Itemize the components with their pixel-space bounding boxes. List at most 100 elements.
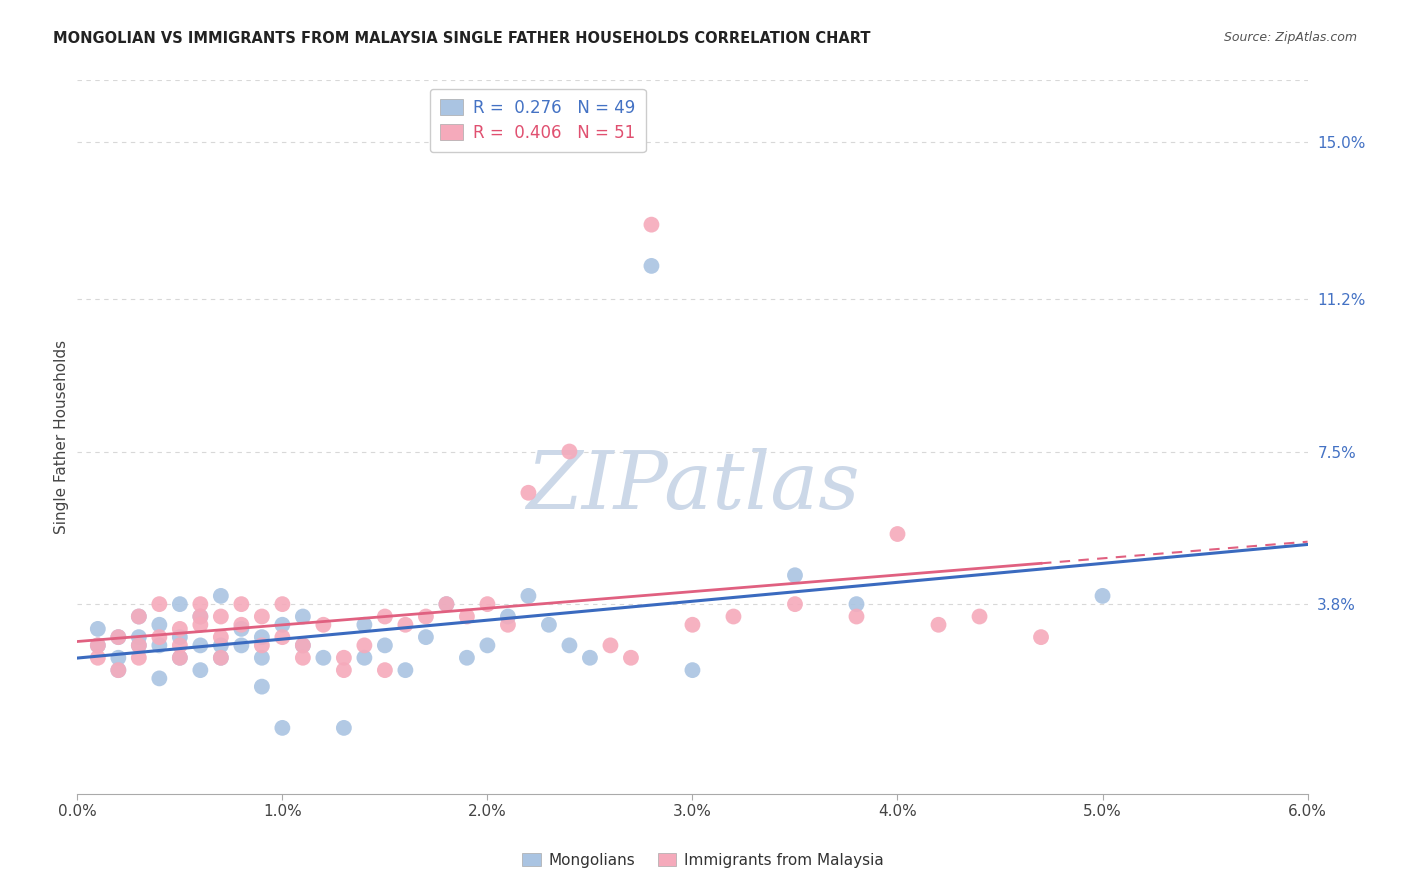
Point [190, 639, 212, 653]
Point [250, 680, 273, 694]
Point [599, 639, 621, 653]
Point [107, 630, 129, 644]
Point [436, 597, 458, 611]
Point [169, 597, 191, 611]
Point [128, 630, 150, 644]
Point [312, 650, 335, 665]
Point [148, 617, 170, 632]
Point [558, 639, 581, 653]
Point [620, 650, 643, 665]
Text: MONGOLIAN VS IMMIGRANTS FROM MALAYSIA SINGLE FATHER HOUSEHOLDS CORRELATION CHART: MONGOLIAN VS IMMIGRANTS FROM MALAYSIA SI… [53, 31, 870, 46]
Point [128, 609, 150, 624]
Point [682, 617, 704, 632]
Point [477, 597, 499, 611]
Point [456, 609, 478, 624]
Point [291, 650, 314, 665]
Point [209, 609, 232, 624]
Point [291, 639, 314, 653]
Point [250, 609, 273, 624]
Point [1029, 630, 1052, 644]
Point [87, 639, 110, 653]
Point [190, 597, 212, 611]
Point [723, 609, 745, 624]
Point [496, 609, 519, 624]
Point [271, 617, 294, 632]
Point [128, 639, 150, 653]
Point [415, 630, 437, 644]
Point [128, 639, 150, 653]
Point [640, 218, 662, 232]
Point [209, 630, 232, 644]
Point [169, 650, 191, 665]
Point [148, 672, 170, 686]
Point [231, 622, 253, 636]
Point [87, 650, 110, 665]
Point [190, 663, 212, 677]
Point [231, 639, 253, 653]
Point [209, 650, 232, 665]
Point [333, 721, 356, 735]
Point [845, 609, 868, 624]
Point [190, 609, 212, 624]
Point [169, 650, 191, 665]
Point [148, 597, 170, 611]
Point [250, 639, 273, 653]
Point [128, 650, 150, 665]
Point [107, 663, 129, 677]
Point [783, 568, 806, 582]
Point [190, 609, 212, 624]
Point [87, 622, 110, 636]
Point [394, 617, 416, 632]
Point [209, 650, 232, 665]
Point [169, 630, 191, 644]
Text: ZIPatlas: ZIPatlas [526, 449, 859, 525]
Point [312, 617, 335, 632]
Point [374, 609, 396, 624]
Point [231, 617, 253, 632]
Point [353, 639, 375, 653]
Point [148, 630, 170, 644]
Point [456, 650, 478, 665]
Point [374, 663, 396, 677]
Point [107, 650, 129, 665]
Point [353, 650, 375, 665]
Point [333, 650, 356, 665]
Point [436, 597, 458, 611]
Point [537, 617, 560, 632]
Point [333, 663, 356, 677]
Point [291, 609, 314, 624]
Text: Source: ZipAtlas.com: Source: ZipAtlas.com [1223, 31, 1357, 45]
Legend: R =  0.276   N = 49, R =  0.406   N = 51: R = 0.276 N = 49, R = 0.406 N = 51 [430, 88, 645, 153]
Point [969, 609, 991, 624]
Point [271, 630, 294, 644]
Point [128, 609, 150, 624]
Point [209, 589, 232, 603]
Point [640, 259, 662, 273]
Point [271, 721, 294, 735]
Point [1091, 589, 1114, 603]
Point [169, 622, 191, 636]
Point [517, 589, 540, 603]
Point [148, 639, 170, 653]
Point [291, 639, 314, 653]
Point [783, 597, 806, 611]
Point [87, 639, 110, 653]
Point [682, 663, 704, 677]
Point [107, 630, 129, 644]
Point [169, 639, 191, 653]
Y-axis label: Single Father Households: Single Father Households [53, 340, 69, 534]
Point [271, 597, 294, 611]
Point [250, 650, 273, 665]
Point [250, 630, 273, 644]
Point [107, 663, 129, 677]
Point [496, 617, 519, 632]
Point [579, 650, 602, 665]
Point [209, 639, 232, 653]
Point [517, 485, 540, 500]
Point [845, 597, 868, 611]
Point [374, 639, 396, 653]
Point [394, 663, 416, 677]
Legend: Mongolians, Immigrants from Malaysia: Mongolians, Immigrants from Malaysia [515, 845, 891, 875]
Point [353, 617, 375, 632]
Point [415, 609, 437, 624]
